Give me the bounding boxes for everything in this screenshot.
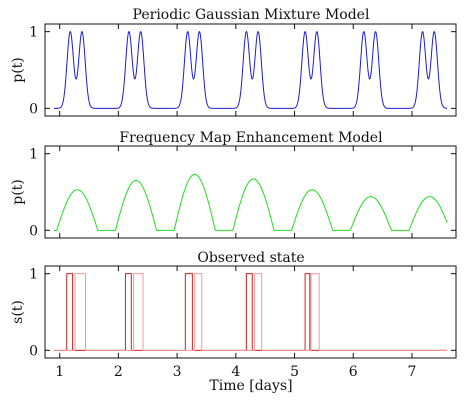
y-tick-label: 1 bbox=[29, 267, 38, 283]
y-tick-label: 0 bbox=[29, 101, 38, 117]
y-axis-label: p(t) bbox=[10, 179, 26, 205]
y-tick-label: 0 bbox=[29, 223, 38, 239]
y-tick-label: 1 bbox=[29, 25, 38, 41]
panel-gaussian-mixture: Periodic Gaussian Mixture Model p(t) 0 1 bbox=[10, 7, 457, 117]
panel-title: Observed state bbox=[197, 250, 304, 266]
panel-frequency-map: Frequency Map Enhancement Model p(t) 0 1 bbox=[10, 130, 457, 239]
series-line-gaussian-mixture bbox=[53, 31, 448, 109]
plot-frame bbox=[44, 145, 457, 239]
panel-title: Periodic Gaussian Mixture Model bbox=[133, 7, 370, 23]
series-line-observed-secondary bbox=[53, 273, 448, 351]
x-tick-label: 5 bbox=[290, 364, 299, 380]
x-tick-label: 2 bbox=[114, 364, 123, 380]
x-tick-label: 4 bbox=[231, 364, 240, 380]
x-tick-label: 3 bbox=[173, 364, 182, 380]
y-tick-label: 0 bbox=[29, 343, 38, 359]
panel-observed-state: Observed state s(t) 0 1 1 2 3 4 5 6 7 Time [day… bbox=[10, 250, 457, 394]
y-axis-label: s(t) bbox=[10, 300, 26, 324]
plot-frame bbox=[44, 265, 457, 359]
y-axis-label: p(t) bbox=[10, 57, 26, 83]
series-line-observed-primary bbox=[53, 273, 448, 351]
plot-frame bbox=[44, 23, 457, 117]
x-tick-label: 1 bbox=[55, 364, 64, 380]
x-tick-label: 6 bbox=[349, 364, 358, 380]
x-tick-label: 7 bbox=[408, 364, 417, 380]
y-tick-label: 1 bbox=[29, 147, 38, 163]
series-line-frequency-map bbox=[53, 173, 448, 231]
panel-title: Frequency Map Enhancement Model bbox=[119, 130, 383, 146]
x-axis-label: Time [days] bbox=[209, 378, 292, 394]
